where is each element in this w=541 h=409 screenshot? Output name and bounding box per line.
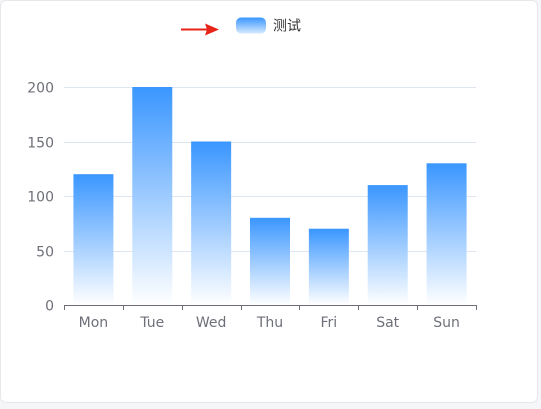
chart-legend[interactable]: 测试	[236, 17, 301, 35]
bars	[73, 87, 467, 306]
bar-wed[interactable]	[191, 141, 232, 306]
x-tick-label: Thu	[256, 315, 283, 331]
legend-swatch	[236, 17, 266, 34]
y-tick-label: 0	[45, 299, 54, 315]
arrow-icon	[181, 23, 219, 36]
x-tick-label: Sat	[376, 315, 399, 331]
axes: 0 50 100 150 200 Mon Tue Wed Thu Fri Sat Sun	[27, 81, 477, 331]
y-tick-label: 200	[27, 81, 54, 97]
bar-sat[interactable]	[367, 185, 408, 305]
bar-thu[interactable]	[250, 217, 290, 305]
x-tick-label: Fri	[321, 315, 338, 331]
x-tick-label: Mon	[79, 315, 109, 331]
bar-chart: 测试 0 50 100 150 200 Mon Tue Wed Thu Fri Sat Sun	[27, 17, 477, 331]
chart-card: 测试 0 50 100 150 200 Mon Tue Wed Thu Fri Sat Sun	[0, 0, 538, 403]
y-tick-label: 50	[36, 245, 54, 261]
legend-label: 测试	[273, 19, 301, 35]
bar-tue[interactable]	[132, 87, 173, 305]
x-tick-label: Tue	[139, 315, 164, 331]
y-tick-label: 100	[27, 190, 54, 206]
bar-mon[interactable]	[73, 174, 114, 305]
y-tick-label: 150	[27, 136, 54, 152]
bar-fri[interactable]	[308, 228, 349, 305]
x-tick-label: Sun	[433, 315, 460, 331]
x-tick-label: Wed	[196, 315, 227, 331]
bar-sun[interactable]	[426, 163, 467, 305]
